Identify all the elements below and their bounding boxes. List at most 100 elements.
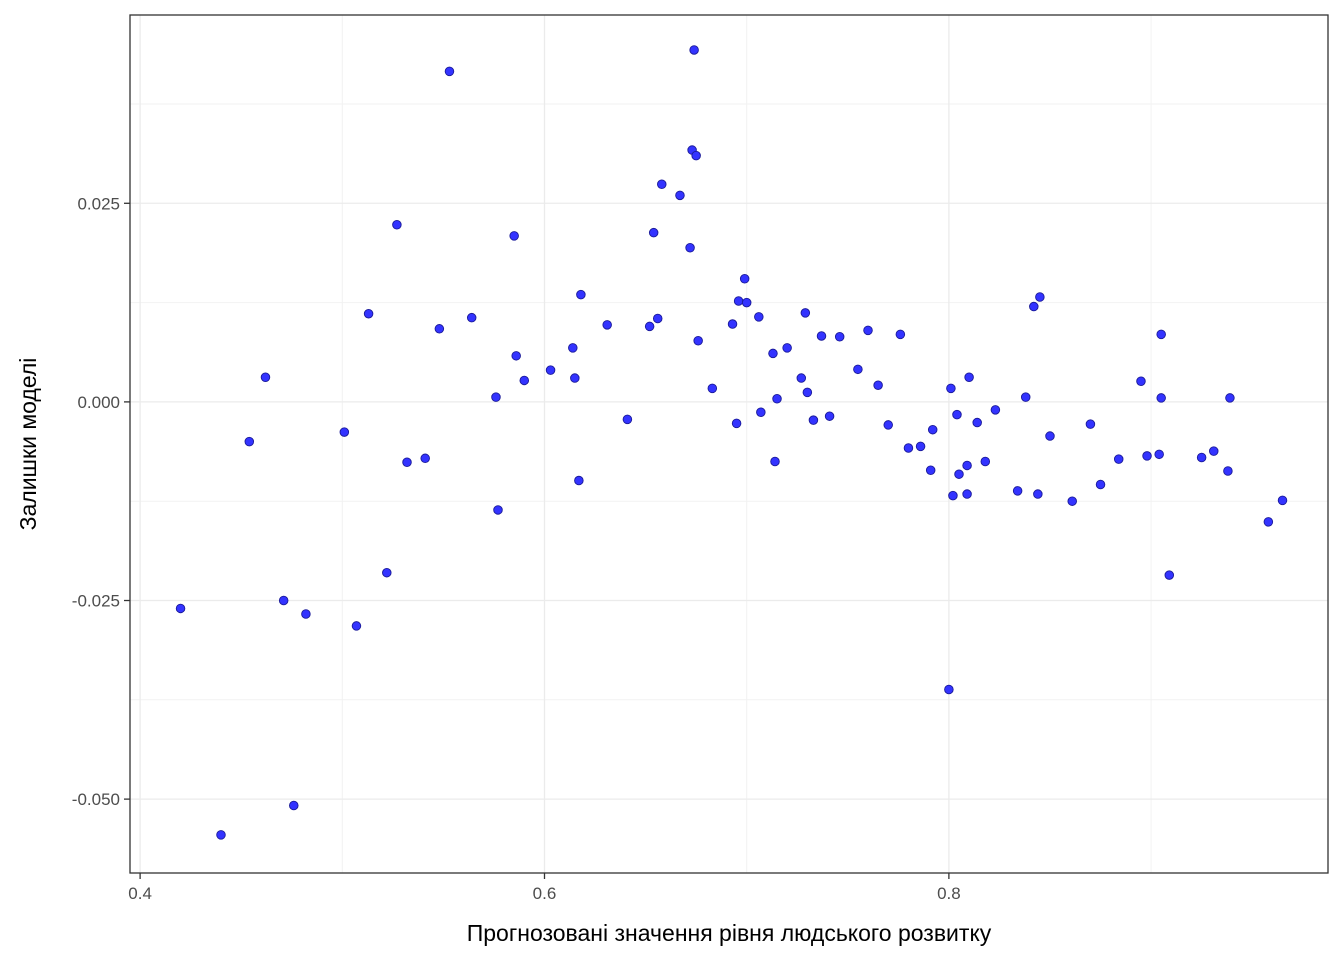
- y-axis-title: Залишки моделі: [15, 358, 41, 531]
- scatter-point: [420, 453, 430, 464]
- scatter-point: [824, 411, 835, 421]
- scatter-point: [1142, 451, 1152, 461]
- scatter-point: [873, 380, 883, 390]
- scatter-point: [675, 190, 685, 201]
- scatter-point: [741, 297, 752, 308]
- scatter-point: [339, 427, 350, 437]
- scatter-point: [733, 296, 744, 306]
- scatter-point: [863, 325, 873, 336]
- scatter-point: [493, 505, 503, 515]
- scatter-point: [925, 465, 936, 475]
- scatter-point: [1164, 570, 1175, 580]
- scatter-point: [816, 331, 827, 341]
- scatter-point: [800, 308, 811, 318]
- scatter-point: [768, 348, 778, 359]
- scatter-point: [1154, 449, 1164, 460]
- x-tick-label: 0.8: [937, 884, 961, 903]
- scatter-point: [927, 424, 938, 435]
- scatter-point: [756, 407, 766, 417]
- scatter-point: [895, 329, 906, 340]
- scatter-point: [434, 324, 445, 334]
- scatter-point: [685, 243, 695, 253]
- scatter-point: [691, 150, 701, 161]
- scatter-point: [1020, 392, 1031, 402]
- scatter-point: [216, 830, 226, 840]
- scatter-point: [802, 387, 813, 398]
- scatter-point: [519, 375, 530, 386]
- scatter-point: [1012, 486, 1023, 496]
- scatter-point: [260, 372, 271, 383]
- y-tick-label: 0.025: [77, 194, 120, 213]
- scatter-point: [972, 417, 982, 428]
- y-axis: -0.050 -0.025 0.000 0.025: [72, 194, 130, 809]
- scatter-point: [772, 393, 782, 404]
- scatter-point: [652, 313, 663, 324]
- scatter-point: [1196, 452, 1207, 463]
- scatter-point: [770, 456, 780, 467]
- scatter-point: [1223, 466, 1233, 476]
- scatter-point: [511, 351, 521, 361]
- x-axis-title: Прогнозовані значення рівня людського ро…: [467, 920, 992, 946]
- scatter-point: [289, 800, 299, 811]
- scatter-point: [1067, 496, 1077, 506]
- scatter-point: [402, 457, 412, 468]
- scatter-point: [707, 383, 718, 394]
- scatter-point: [693, 335, 703, 346]
- scatter-point: [727, 319, 738, 329]
- scatter-point: [915, 441, 926, 452]
- scatter-point: [568, 343, 578, 353]
- scatter-point: [1263, 517, 1274, 527]
- scatter-point: [964, 372, 974, 383]
- scatter-point: [644, 321, 655, 332]
- scatter-point: [1225, 393, 1235, 403]
- scatter-point: [574, 475, 584, 486]
- x-tick-label: 0.6: [533, 884, 557, 903]
- scatter-point: [952, 409, 962, 420]
- scatter-point: [602, 320, 612, 330]
- scatter-point: [545, 365, 556, 375]
- scatter-point: [853, 364, 863, 375]
- scatter-point: [1033, 489, 1043, 499]
- scatter-point: [351, 621, 362, 631]
- scatter-point: [1156, 329, 1166, 340]
- scatter-point: [1045, 431, 1055, 441]
- scatter-point: [962, 460, 972, 471]
- scatter-point: [648, 227, 659, 238]
- scatter-point: [363, 308, 374, 319]
- scatter-point: [622, 414, 633, 425]
- scatter-point: [834, 332, 845, 342]
- y-tick-label: -0.050: [72, 790, 120, 809]
- scatter-point: [1113, 454, 1124, 464]
- scatter-point: [739, 274, 750, 284]
- scatter-point: [1085, 419, 1096, 429]
- scatter-point: [576, 289, 586, 300]
- scatter-point: [444, 66, 455, 77]
- scatter-point: [278, 595, 289, 606]
- x-tick-label: 0.4: [128, 884, 152, 903]
- scatter-point: [782, 343, 792, 353]
- scatter-point: [570, 373, 580, 383]
- scatter-point: [903, 443, 914, 453]
- plot-border: [129, 14, 1329, 874]
- scatter-point: [954, 469, 964, 479]
- scatter-point: [1277, 495, 1288, 506]
- scatter-point: [491, 392, 501, 402]
- scatter-point: [466, 312, 477, 323]
- scatter-point: [1156, 393, 1166, 403]
- y-tick-label: -0.025: [72, 592, 120, 611]
- scatter-point: [657, 179, 667, 189]
- scatter-point: [382, 567, 392, 578]
- scatter-point: [731, 418, 742, 429]
- scatter-point: [962, 489, 972, 499]
- scatter-point: [948, 490, 958, 501]
- scatter-point: [1095, 479, 1106, 490]
- points-layer: [175, 45, 1288, 840]
- scatter-point: [808, 415, 819, 425]
- scatter-point: [796, 373, 807, 383]
- scatter-point: [990, 405, 1001, 415]
- scatter-point: [980, 456, 991, 467]
- plot-background: [130, 15, 1328, 873]
- scatter-point: [1029, 301, 1039, 312]
- grid-minor: [130, 15, 1328, 873]
- scatter-point: [301, 609, 311, 619]
